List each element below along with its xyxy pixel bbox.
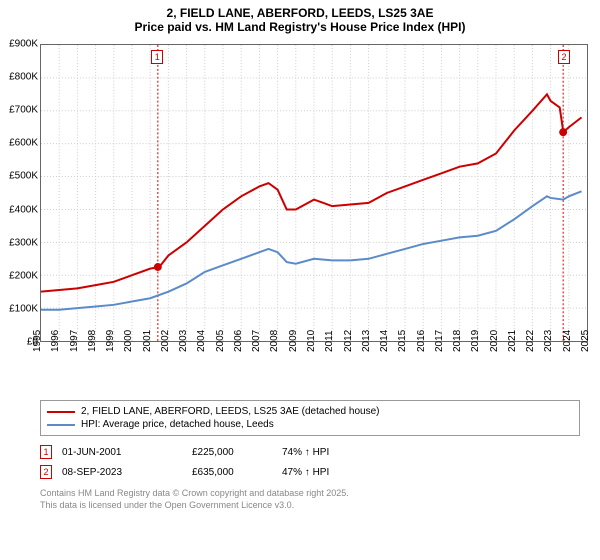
x-axis-tick-label: 1996	[50, 330, 61, 352]
y-axis-tick-label: £300K	[0, 237, 38, 248]
legend-entry: 2, FIELD LANE, ABERFORD, LEEDS, LS25 3AE…	[47, 405, 573, 418]
footer-line-1: Contains HM Land Registry data © Crown c…	[40, 488, 580, 500]
x-axis-tick-label: 2018	[452, 330, 463, 352]
x-axis-tick-label: 1997	[68, 330, 79, 352]
x-axis-tick-label: 2022	[525, 330, 536, 352]
x-axis-tick-label: 2015	[397, 330, 408, 352]
legend-label: 2, FIELD LANE, ABERFORD, LEEDS, LS25 3AE…	[81, 406, 379, 417]
x-axis-tick-label: 2002	[160, 330, 171, 352]
legend-swatch	[47, 411, 75, 413]
x-axis-tick-label: 2013	[361, 330, 372, 352]
x-axis-tick-label: 1999	[105, 330, 116, 352]
x-axis-tick-label: 2020	[489, 330, 500, 352]
legend: 2, FIELD LANE, ABERFORD, LEEDS, LS25 3AE…	[40, 400, 580, 436]
x-axis-tick-label: 2008	[269, 330, 280, 352]
sale-point-row: 2 08-SEP-2023 £635,000 47% ↑ HPI	[40, 462, 580, 482]
plot-region	[40, 44, 588, 342]
x-axis-tick-label: 2010	[306, 330, 317, 352]
sale-point-pct: 74% ↑ HPI	[282, 447, 382, 458]
x-axis-tick-label: 2023	[543, 330, 554, 352]
footer-line-2: This data is licensed under the Open Gov…	[40, 500, 580, 512]
x-axis-tick-label: 2021	[507, 330, 518, 352]
x-axis-tick-label: 1998	[87, 330, 98, 352]
y-axis-tick-label: £800K	[0, 72, 38, 83]
legend-swatch	[47, 424, 75, 426]
sale-point-row: 1 01-JUN-2001 £225,000 74% ↑ HPI	[40, 442, 580, 462]
x-axis-tick-label: 2004	[196, 330, 207, 352]
y-axis-tick-label: £400K	[0, 204, 38, 215]
y-axis-tick-label: £700K	[0, 105, 38, 116]
x-axis-tick-label: 2012	[342, 330, 353, 352]
attribution-footer: Contains HM Land Registry data © Crown c…	[40, 488, 580, 511]
y-axis-tick-label: £600K	[0, 138, 38, 149]
legend-label: HPI: Average price, detached house, Leed…	[81, 419, 274, 430]
x-axis-tick-label: 2001	[141, 330, 152, 352]
chart-marker-badge: 1	[151, 50, 163, 64]
sale-points-table: 1 01-JUN-2001 £225,000 74% ↑ HPI 2 08-SE…	[40, 442, 580, 482]
x-axis-tick-label: 2016	[415, 330, 426, 352]
x-axis-tick-label: 2005	[215, 330, 226, 352]
x-axis-tick-label: 1995	[32, 330, 43, 352]
x-axis-tick-label: 2009	[288, 330, 299, 352]
y-axis-tick-label: £100K	[0, 303, 38, 314]
y-axis-tick-label: £900K	[0, 39, 38, 50]
x-axis-tick-label: 2025	[580, 330, 591, 352]
x-axis-tick-label: 2017	[434, 330, 445, 352]
x-axis-tick-label: 2019	[470, 330, 481, 352]
title-line-2: Price paid vs. HM Land Registry's House …	[0, 20, 600, 34]
x-axis-tick-label: 2024	[562, 330, 573, 352]
x-axis-tick-label: 2003	[178, 330, 189, 352]
x-axis-tick-label: 2014	[379, 330, 390, 352]
x-axis-tick-label: 2000	[123, 330, 134, 352]
x-axis-tick-label: 2007	[251, 330, 262, 352]
title-line-1: 2, FIELD LANE, ABERFORD, LEEDS, LS25 3AE	[0, 6, 600, 20]
sale-point-date: 01-JUN-2001	[62, 447, 182, 458]
chart-title-block: 2, FIELD LANE, ABERFORD, LEEDS, LS25 3AE…	[0, 0, 600, 38]
chart-area: £0£100K£200K£300K£400K£500K£600K£700K£80…	[0, 38, 600, 398]
x-axis-tick-label: 2006	[233, 330, 244, 352]
chart-svg	[41, 45, 587, 341]
x-axis-tick-label: 2011	[325, 330, 336, 352]
legend-entry: HPI: Average price, detached house, Leed…	[47, 418, 573, 431]
sale-point-pct: 47% ↑ HPI	[282, 467, 382, 478]
chart-marker-badge: 2	[558, 50, 570, 64]
y-axis-tick-label: £200K	[0, 270, 38, 281]
y-axis-tick-label: £500K	[0, 171, 38, 182]
sale-point-badge: 2	[40, 465, 52, 479]
sale-point-badge: 1	[40, 445, 52, 459]
sale-point-price: £635,000	[192, 467, 272, 478]
sale-point-date: 08-SEP-2023	[62, 467, 182, 478]
sale-point-price: £225,000	[192, 447, 272, 458]
